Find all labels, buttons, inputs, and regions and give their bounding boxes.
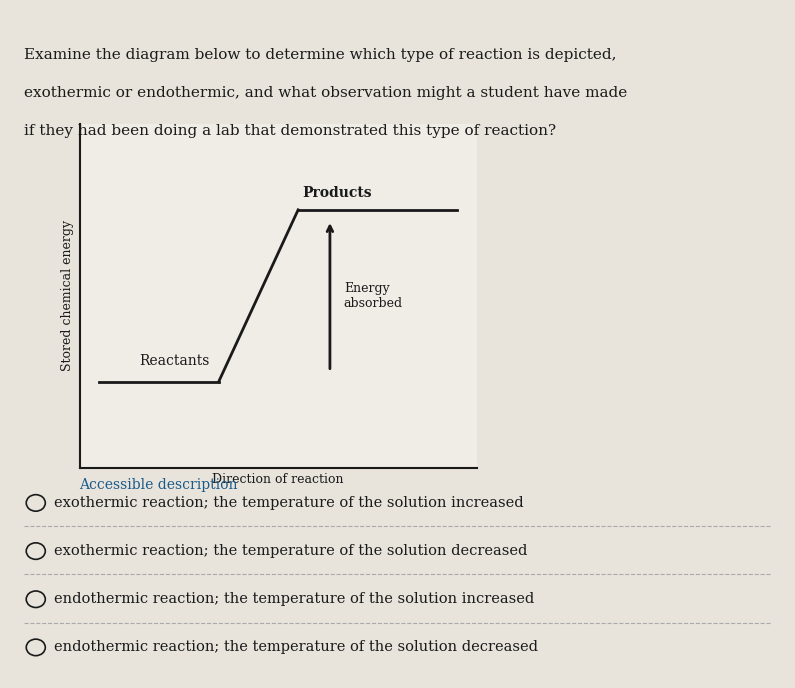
Text: exothermic or endothermic, and what observation might a student have made: exothermic or endothermic, and what obse…	[24, 86, 627, 100]
Text: endothermic reaction; the temperature of the solution decreased: endothermic reaction; the temperature of…	[54, 641, 538, 654]
Text: Reactants: Reactants	[139, 354, 210, 368]
Y-axis label: Stored chemical energy: Stored chemical energy	[61, 220, 74, 372]
Text: exothermic reaction; the temperature of the solution increased: exothermic reaction; the temperature of …	[54, 496, 524, 510]
Text: Accessible description: Accessible description	[80, 478, 238, 492]
Text: if they had been doing a lab that demonstrated this type of reaction?: if they had been doing a lab that demons…	[24, 124, 556, 138]
Text: endothermic reaction; the temperature of the solution increased: endothermic reaction; the temperature of…	[54, 592, 534, 606]
Text: exothermic reaction; the temperature of the solution decreased: exothermic reaction; the temperature of …	[54, 544, 527, 558]
Text: Products: Products	[302, 186, 372, 200]
Text: Examine the diagram below to determine which type of reaction is depicted,: Examine the diagram below to determine w…	[24, 48, 616, 62]
Text: Energy
absorbed: Energy absorbed	[343, 282, 403, 310]
X-axis label: Direction of reaction: Direction of reaction	[212, 473, 344, 486]
